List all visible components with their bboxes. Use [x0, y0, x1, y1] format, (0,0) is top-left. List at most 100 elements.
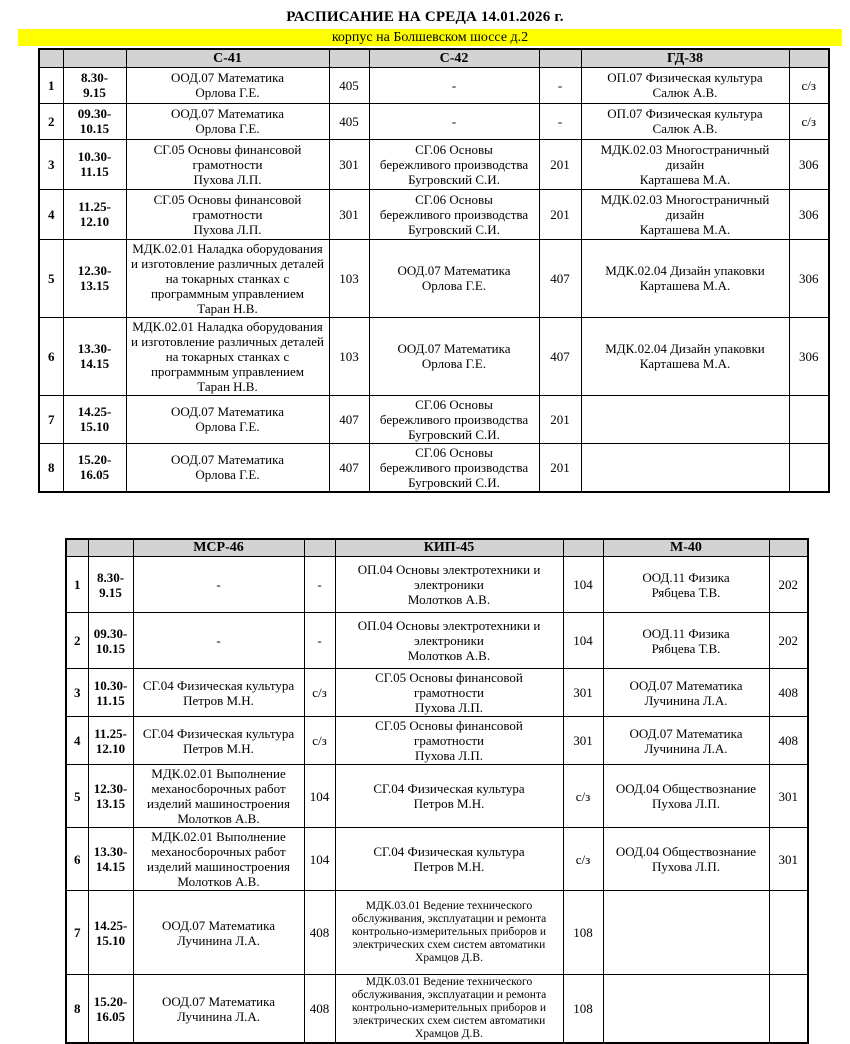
- period-number-cell: 1: [39, 67, 63, 103]
- room-cell: с/з: [563, 828, 603, 891]
- room-cell: 301: [769, 828, 808, 891]
- room-cell: с/з: [304, 717, 335, 765]
- room-cell: 408: [769, 669, 808, 717]
- room-cell: 301: [563, 669, 603, 717]
- period-number-cell: 3: [39, 139, 63, 189]
- period-number-cell: 8: [66, 975, 88, 1044]
- time-cell: 8.30-9.15: [63, 67, 126, 103]
- room-cell: 108: [563, 975, 603, 1044]
- time-cell: 12.30-13.15: [88, 765, 133, 828]
- room-cell: 405: [329, 103, 369, 139]
- room-header-cell: [304, 539, 335, 557]
- room-cell: 201: [539, 443, 581, 492]
- room-cell: 407: [539, 239, 581, 317]
- room-cell: 202: [769, 613, 808, 669]
- room-cell: 306: [789, 189, 829, 239]
- room-cell: 201: [539, 139, 581, 189]
- period-number-cell: 5: [66, 765, 88, 828]
- period-number-cell: 6: [66, 828, 88, 891]
- room-cell: [769, 975, 808, 1044]
- page: { "title": "РАСПИСАНИЕ НА СРЕДА 14.01.20…: [0, 0, 850, 1021]
- period-number-cell: 2: [66, 613, 88, 669]
- room-cell: -: [539, 67, 581, 103]
- room-cell: с/з: [304, 669, 335, 717]
- room-cell: с/з: [563, 765, 603, 828]
- room-cell: 103: [329, 239, 369, 317]
- room-cell: 306: [789, 317, 829, 395]
- room-cell: 103: [329, 317, 369, 395]
- time-cell: 13.30-14.15: [88, 828, 133, 891]
- room-cell: 407: [329, 395, 369, 443]
- room-cell: -: [304, 613, 335, 669]
- room-cell: 408: [304, 891, 335, 975]
- time-cell: 11.25-12.10: [63, 189, 126, 239]
- group-header-2: С-42: [369, 49, 539, 67]
- period-number-cell: 4: [66, 717, 88, 765]
- corner-cell: [39, 49, 63, 67]
- lesson-cell: -: [369, 103, 539, 139]
- group-header-1: С-41: [126, 49, 329, 67]
- lesson-cell: [581, 395, 789, 443]
- room-cell: -: [304, 557, 335, 613]
- time-cell: 15.20-16.05: [63, 443, 126, 492]
- room-cell: 301: [329, 189, 369, 239]
- room-cell: 201: [539, 189, 581, 239]
- room-cell: 408: [304, 975, 335, 1044]
- room-cell: 201: [539, 395, 581, 443]
- time-cell: 10.30-11.15: [88, 669, 133, 717]
- time-cell: 14.25-15.10: [63, 395, 126, 443]
- time-cell: 09.30-10.15: [88, 613, 133, 669]
- time-header-cell: [63, 49, 126, 67]
- room-cell: 104: [304, 765, 335, 828]
- room-cell: 405: [329, 67, 369, 103]
- time-cell: 10.30-11.15: [63, 139, 126, 189]
- room-cell: [789, 443, 829, 492]
- lesson-cell: [603, 975, 769, 1044]
- room-header-cell: [329, 49, 369, 67]
- room-cell: 202: [769, 557, 808, 613]
- period-number-cell: 1: [66, 557, 88, 613]
- room-cell: с/з: [789, 67, 829, 103]
- room-cell: с/з: [789, 103, 829, 139]
- time-header-cell: [88, 539, 133, 557]
- room-cell: -: [539, 103, 581, 139]
- room-cell: 104: [563, 557, 603, 613]
- period-number-cell: 5: [39, 239, 63, 317]
- room-header-cell: [539, 49, 581, 67]
- room-cell: 407: [539, 317, 581, 395]
- group-header-1: МСР-46: [133, 539, 304, 557]
- room-cell: 306: [789, 139, 829, 189]
- time-cell: 12.30-13.15: [63, 239, 126, 317]
